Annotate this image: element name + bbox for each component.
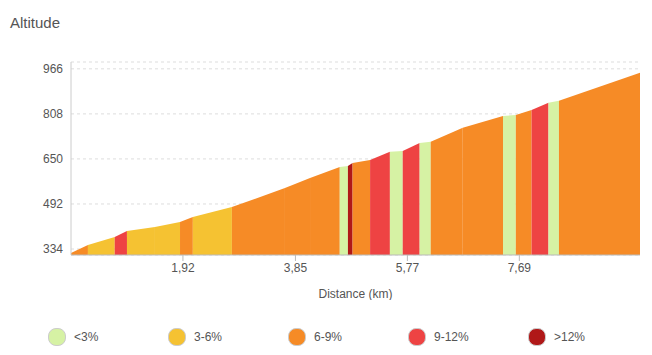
svg-text:Distance (km): Distance (km) (318, 287, 392, 300)
svg-text:334: 334 (43, 242, 63, 256)
svg-text:1,92: 1,92 (171, 261, 195, 275)
html-text:>12%: >12% (554, 330, 585, 344)
svg-text:650: 650 (43, 152, 63, 166)
svg-text:492: 492 (43, 197, 63, 211)
html-text:3-6%: 3-6% (194, 330, 222, 344)
html-text:Altitude: Altitude (10, 14, 60, 31)
svg-text:5,77: 5,77 (396, 261, 420, 275)
svg-text:966: 966 (43, 62, 63, 76)
html-text:6-9%: 6-9% (314, 330, 342, 344)
svg-text:7,69: 7,69 (508, 261, 532, 275)
html-text:9-12%: 9-12% (434, 330, 469, 344)
html-text:<3%: <3% (74, 330, 99, 344)
svg-text:3,85: 3,85 (284, 261, 308, 275)
svg-text:808: 808 (43, 107, 63, 121)
